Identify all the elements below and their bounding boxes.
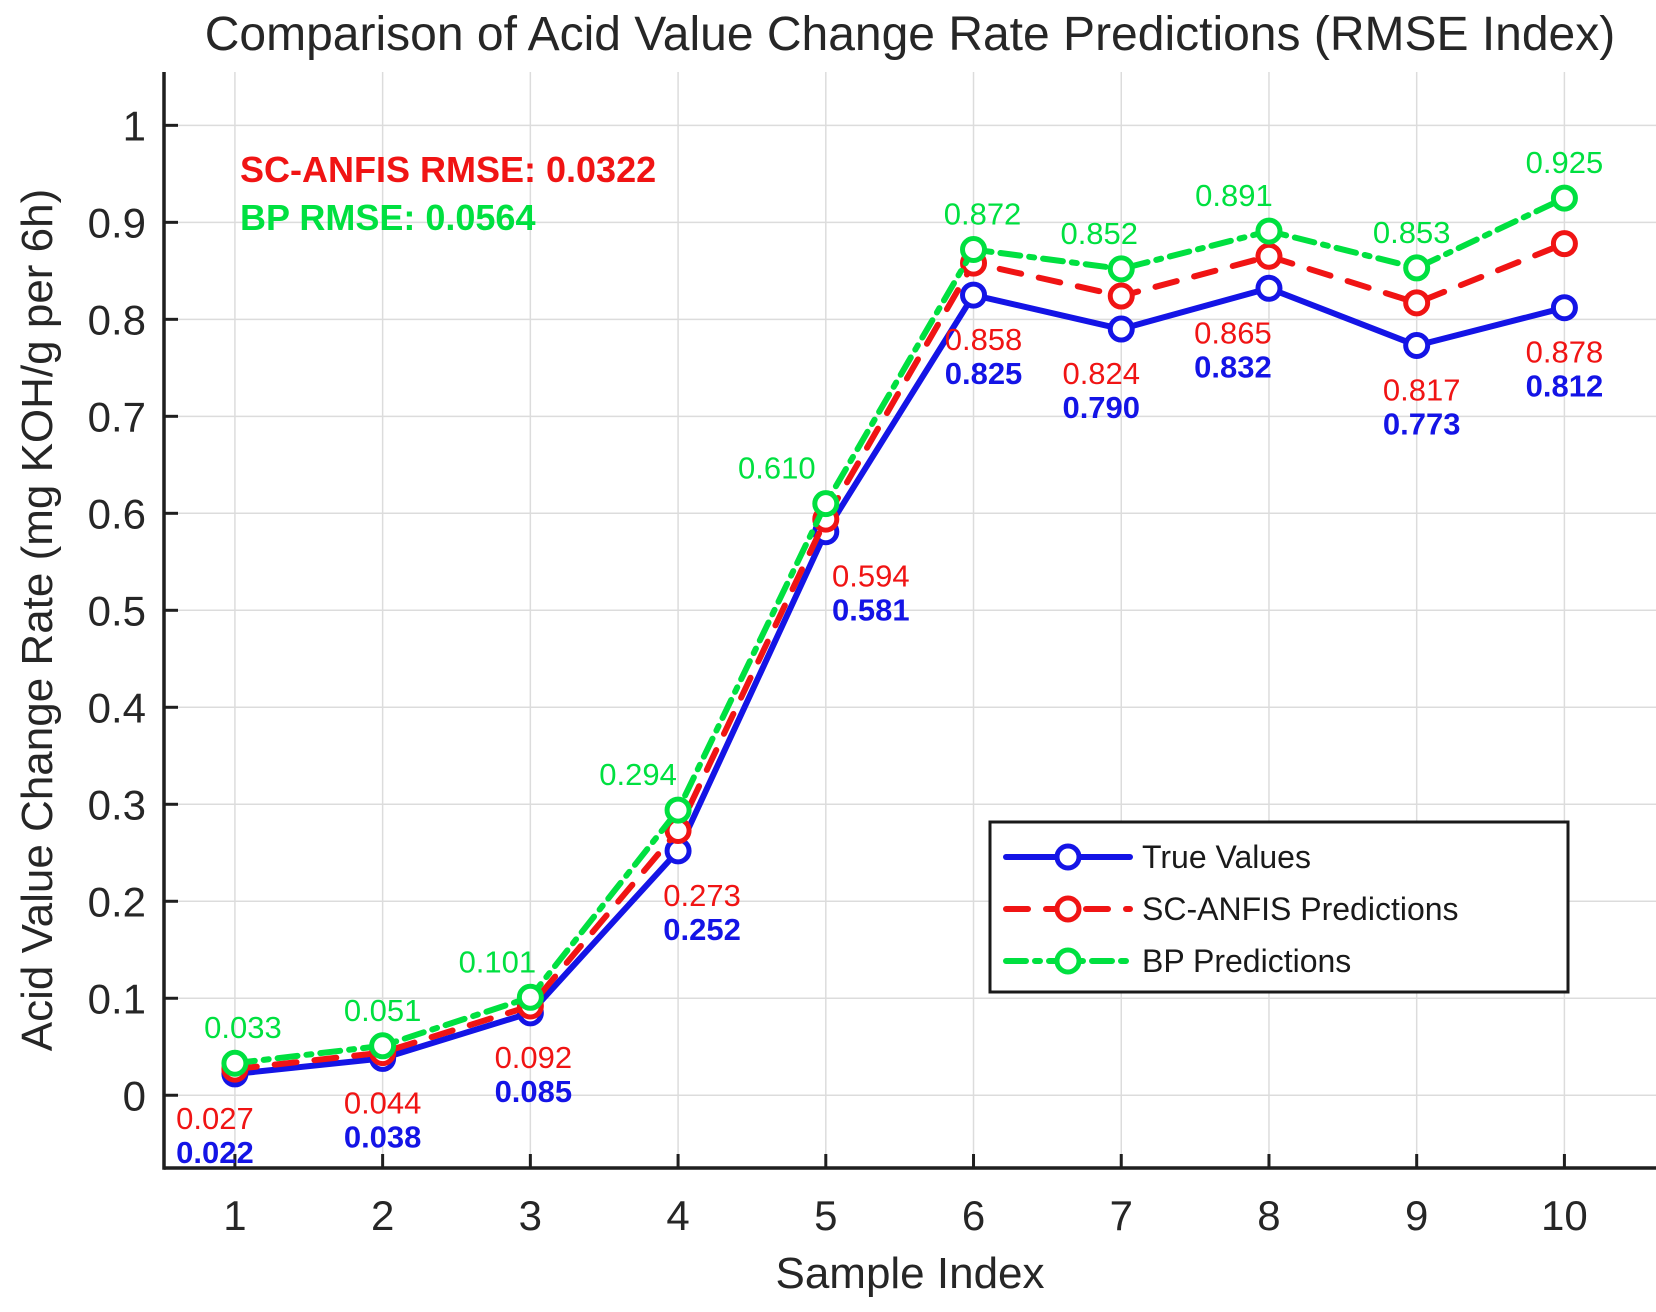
bp-data-label: 0.891 <box>1195 178 1273 213</box>
data-point-marker <box>960 235 988 263</box>
series-line <box>231 195 1568 1067</box>
data-point-marker <box>1255 274 1283 302</box>
bp-data-label: 0.872 <box>944 196 1022 231</box>
x-tick-label: 3 <box>519 1192 542 1239</box>
y-axis-label: Acid Value Change Rate (mg KOH/g per 6h) <box>13 189 62 1052</box>
data-point-marker <box>1550 230 1578 258</box>
y-tick-label: 0.9 <box>88 199 146 246</box>
x-tick-label: 6 <box>962 1192 985 1239</box>
data-point-marker <box>1403 332 1431 360</box>
y-tick-label: 0.6 <box>88 490 146 537</box>
legend-marker-sample <box>1054 895 1082 923</box>
true-value-data-label: 0.038 <box>344 1119 422 1154</box>
series-bp-predictions <box>221 184 1578 1077</box>
x-tick-label: 4 <box>666 1192 689 1239</box>
y-tick-label: 0.2 <box>88 878 146 925</box>
sc-anfis-data-label: 0.092 <box>495 1040 573 1075</box>
x-tick-label: 2 <box>371 1192 394 1239</box>
x-tick-label: 7 <box>1110 1192 1133 1239</box>
legend-label: True Values <box>1142 839 1311 875</box>
series-line <box>231 285 1568 1077</box>
data-point-marker <box>1550 184 1578 212</box>
legend-label: SC-ANFIS Predictions <box>1142 891 1459 927</box>
sc-anfis-rmse-annotation: SC-ANFIS RMSE: 0.0322 <box>240 149 656 190</box>
data-point-marker <box>812 490 840 518</box>
bp-rmse-annotation: BP RMSE: 0.0564 <box>240 197 535 238</box>
data-point-marker <box>516 983 544 1011</box>
bp-data-label: 0.101 <box>459 944 537 979</box>
true-value-data-label: 0.790 <box>1062 390 1140 425</box>
sc-anfis-data-label: 0.858 <box>945 322 1023 357</box>
y-tick-label: 0.4 <box>88 684 146 731</box>
y-tick-label: 0.5 <box>88 587 146 634</box>
chart-title: Comparison of Acid Value Change Rate Pre… <box>205 8 1615 61</box>
sc-anfis-data-label: 0.594 <box>832 559 910 594</box>
data-point-marker <box>664 796 692 824</box>
true-value-data-label: 0.581 <box>832 593 910 628</box>
x-tick-label: 9 <box>1405 1192 1428 1239</box>
data-point-marker <box>1255 217 1283 245</box>
axes-layer: 0 0.1 0.2 0.3 0.4 0.5 0.6 0.7 0.8 0.9 1 1 2 3 4 5 6 7 8 9 10 <box>88 72 1656 1239</box>
x-tick-label: 5 <box>814 1192 837 1239</box>
data-point-marker <box>1403 289 1431 317</box>
y-tick-label: 0.8 <box>88 296 146 343</box>
bp-data-label: 0.033 <box>204 1010 282 1045</box>
data-point-marker <box>221 1049 249 1077</box>
x-tick-label: 10 <box>1541 1192 1588 1239</box>
y-tick-label: 0.1 <box>88 975 146 1022</box>
x-axis-label: Sample Index <box>775 1249 1044 1298</box>
x-tick-label: 8 <box>1257 1192 1280 1239</box>
true-value-data-label: 0.825 <box>945 356 1023 391</box>
legend-marker-sample <box>1054 947 1082 975</box>
legend-marker-sample <box>1054 843 1082 871</box>
data-point-marker <box>369 1032 397 1060</box>
data-point-marker <box>1403 254 1431 282</box>
y-tick-label: 1 <box>123 102 146 149</box>
data-point-marker <box>960 281 988 309</box>
y-tick-label: 0.3 <box>88 781 146 828</box>
series-layer <box>221 184 1578 1088</box>
bp-data-label: 0.925 <box>1526 145 1604 180</box>
data-point-marker <box>1255 242 1283 270</box>
data-point-marker <box>1107 255 1135 283</box>
true-value-data-label: 0.085 <box>495 1074 573 1109</box>
legend: True Values SC-ANFIS Predictions BP Predic… <box>988 820 1570 994</box>
sc-anfis-data-label: 0.044 <box>344 1085 422 1120</box>
data-point-marker <box>1550 294 1578 322</box>
x-tick-label: 1 <box>223 1192 246 1239</box>
true-value-data-label: 0.832 <box>1194 349 1272 384</box>
true-value-data-label: 0.022 <box>176 1135 254 1170</box>
bp-data-label: 0.610 <box>738 451 816 486</box>
sc-anfis-data-label: 0.865 <box>1194 315 1272 350</box>
bp-data-label: 0.051 <box>344 993 422 1028</box>
bp-data-label: 0.294 <box>599 757 677 792</box>
bp-data-label: 0.853 <box>1373 215 1451 250</box>
sc-anfis-data-label: 0.878 <box>1526 335 1604 370</box>
data-point-marker <box>1107 315 1135 343</box>
sc-anfis-data-label: 0.273 <box>663 878 741 913</box>
y-tick-label: 0.7 <box>88 393 146 440</box>
sc-anfis-data-label: 0.817 <box>1383 373 1461 408</box>
legend-label: BP Predictions <box>1142 943 1351 979</box>
bp-data-label: 0.852 <box>1060 216 1138 251</box>
true-value-data-label: 0.252 <box>663 912 741 947</box>
true-value-data-label: 0.812 <box>1526 369 1604 404</box>
true-value-data-label: 0.773 <box>1383 407 1461 442</box>
y-tick-label: 0 <box>123 1072 146 1119</box>
data-point-marker <box>1107 282 1135 310</box>
sc-anfis-data-label: 0.027 <box>176 1101 254 1136</box>
sc-anfis-data-label: 0.824 <box>1062 356 1140 391</box>
